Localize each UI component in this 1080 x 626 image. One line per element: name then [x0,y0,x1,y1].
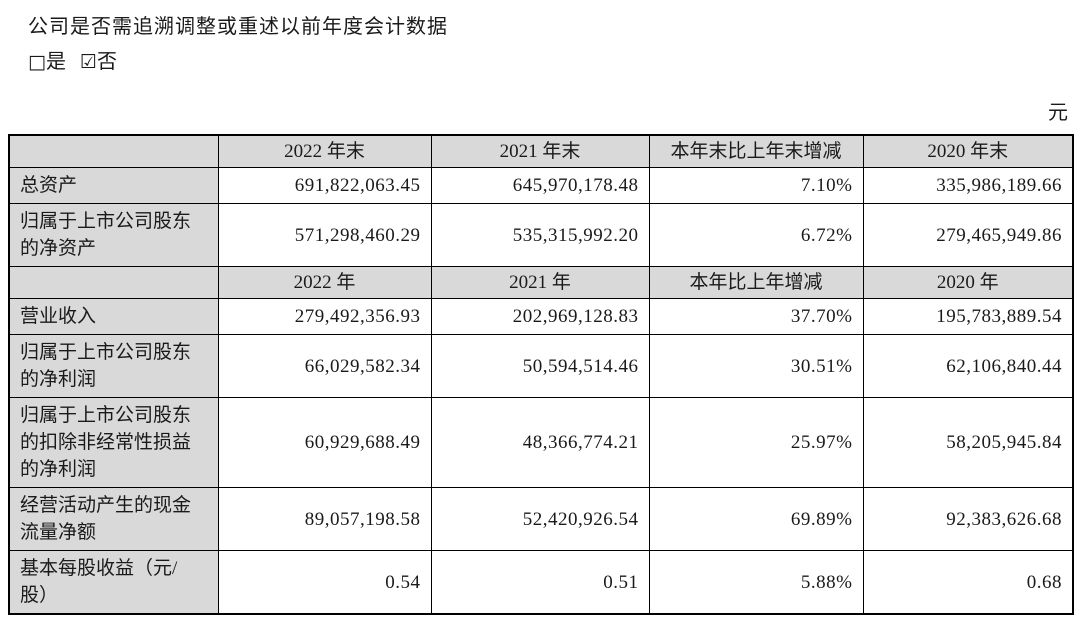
value-2021: 645,970,178.48 [430,167,650,204]
key-accounting-data-table: 2022 年末 2021 年末 本年末比上年末增减 2020 年末 总资产 69… [8,134,1074,615]
header-cell-yoy-change-year-end: 本年末比上年末增减 [648,134,864,168]
value-change: 37.70% [648,298,864,335]
value-2021: 48,366,774.21 [430,397,650,488]
row-label: 总资产 [8,167,219,204]
header-cell-blank [8,266,219,299]
value-2021: 50,594,514.46 [430,334,650,398]
value-change: 69.89% [648,487,864,551]
row-net-assets-attributable: 归属于上市公司股东的净资产 571,298,460.29 535,315,992… [8,203,1074,267]
header-cell-2021-year-end: 2021 年末 [430,134,650,168]
row-label: 归属于上市公司股东的净资产 [8,203,219,267]
value-change: 5.88% [648,550,864,615]
option-no-label: 否 [97,51,117,73]
row-label: 基本每股收益（元/股） [8,550,219,615]
option-yes: □是 [28,51,66,73]
header-cell-2020: 2020 年 [862,266,1074,299]
value-2020: 279,465,949.86 [862,203,1074,267]
row-operating-revenue: 营业收入 279,492,356.93 202,969,128.83 37.70… [8,298,1074,335]
value-2022: 66,029,582.34 [217,334,432,398]
header-row-year-end: 2022 年末 2021 年末 本年末比上年末增减 2020 年末 [8,134,1074,168]
value-2020: 335,986,189.66 [862,167,1074,204]
value-2020: 0.68 [862,550,1074,615]
row-net-profit-attributable: 归属于上市公司股东的净利润 66,029,582.34 50,594,514.4… [8,334,1074,398]
option-yes-label: 是 [45,51,66,73]
value-2021: 0.51 [430,550,650,615]
value-2022: 691,822,063.45 [217,167,432,204]
header-cell-2020-year-end: 2020 年末 [862,134,1074,168]
value-change: 30.51% [648,334,864,398]
value-2022: 279,492,356.93 [217,298,432,335]
value-2020: 62,106,840.44 [862,334,1074,398]
value-2021: 535,315,992.20 [430,203,650,267]
value-2021: 52,420,926.54 [430,487,650,551]
annual-report-page: 公司是否需追溯调整或重述以前年度会计数据 □是 ☑否 元 2022 年末 2021… [0,13,1080,615]
row-deducted-non-recurring-net-profit: 归属于上市公司股东的扣除非经常性损益的净利润 60,929,688.49 48,… [8,397,1074,488]
value-2020: 92,383,626.68 [862,487,1074,551]
value-2022: 0.54 [217,550,432,615]
row-total-assets: 总资产 691,822,063.45 645,970,178.48 7.10% … [8,167,1074,204]
header-cell-2022-year-end: 2022 年末 [217,134,432,168]
yes-no-options: □是 ☑否 [28,48,1080,76]
row-label: 归属于上市公司股东的扣除非经常性损益的净利润 [8,397,219,488]
value-2020: 195,783,889.54 [862,298,1074,335]
value-2022: 571,298,460.29 [217,203,432,267]
value-2022: 60,929,688.49 [217,397,432,488]
row-label: 营业收入 [8,298,219,335]
value-change: 6.72% [648,203,864,267]
value-2022: 89,057,198.58 [217,487,432,551]
value-2020: 58,205,945.84 [862,397,1074,488]
header-cell-yoy-change: 本年比上年增减 [648,266,864,299]
value-change: 7.10% [648,167,864,204]
header-cell-2021: 2021 年 [430,266,650,299]
row-label: 经营活动产生的现金流量净额 [8,487,219,551]
row-basic-eps: 基本每股收益（元/股） 0.54 0.51 5.88% 0.68 [8,550,1074,615]
row-operating-cash-flow: 经营活动产生的现金流量净额 89,057,198.58 52,420,926.5… [8,487,1074,551]
value-change: 25.97% [648,397,864,488]
header-row-full-year: 2022 年 2021 年 本年比上年增减 2020 年 [8,266,1074,299]
restatement-question-text: 公司是否需追溯调整或重述以前年度会计数据 [28,16,448,38]
checkbox-unchecked-icon: □ [28,51,46,73]
row-label: 归属于上市公司股东的净利润 [8,334,219,398]
header-cell-2022: 2022 年 [217,266,432,299]
currency-unit-label: 元 [1048,102,1068,124]
value-2021: 202,969,128.83 [430,298,650,335]
checkbox-checked-icon: ☑ [79,51,97,73]
option-no: ☑否 [80,51,117,73]
header-cell-blank [8,134,219,168]
